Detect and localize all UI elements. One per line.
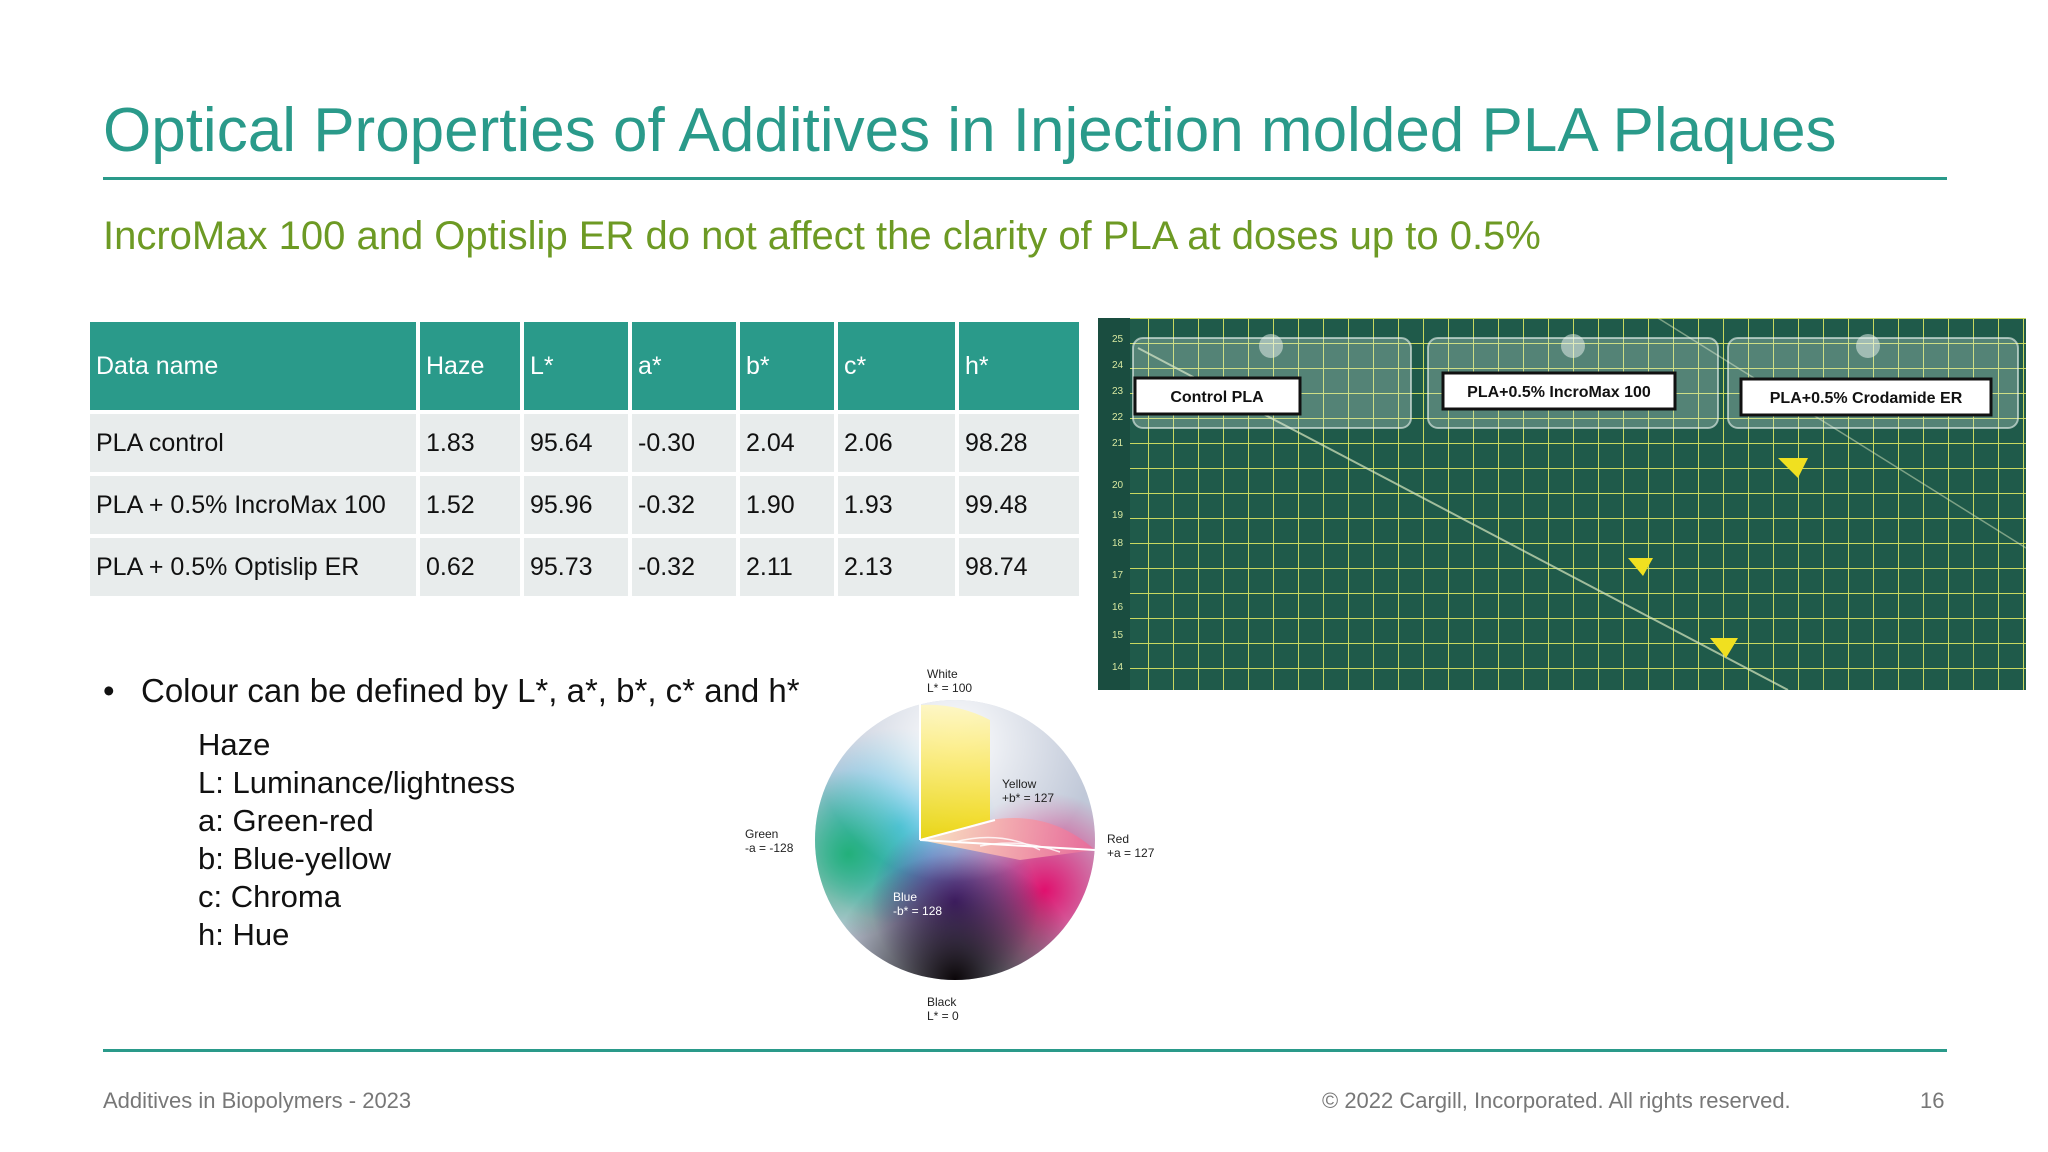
table-cell: PLA + 0.5% Optislip ER [90, 538, 416, 596]
footer-copyright: © 2022 Cargill, Incorporated. All rights… [1322, 1088, 1791, 1113]
table-cell: 0.62 [420, 538, 520, 596]
column-header: c* [838, 322, 955, 410]
ruler-number: 15 [1112, 630, 1124, 641]
green-value: -a = -128 [745, 841, 794, 855]
table-row: PLA control 1.83 95.64 -0.30 2.04 2.06 9… [90, 414, 1079, 472]
blue-value: -b* = 128 [893, 904, 942, 918]
plaque-tab [1561, 334, 1585, 358]
table-cell: -0.32 [632, 538, 736, 596]
footer-divider [103, 1049, 1947, 1052]
definition-item: c: Chroma [198, 879, 341, 914]
slide-title: Optical Properties of Additives in Injec… [103, 96, 1837, 165]
ruler-number: 16 [1112, 602, 1124, 613]
mat-diagonal [1657, 318, 2026, 549]
table-cell: 2.06 [838, 414, 955, 472]
table-cell: 1.93 [838, 476, 955, 534]
optical-properties-table: Data name Haze L* a* b* c* h* PLA contro… [86, 318, 1083, 600]
definition-list: Haze L: Luminance/lightness a: Green-red… [198, 726, 515, 954]
table-cell: 1.52 [420, 476, 520, 534]
table-cell: 95.73 [524, 538, 628, 596]
bullet-point: • Colour can be defined by L*, a*, b*, c*… [103, 672, 800, 710]
ruler-number: 24 [1112, 360, 1124, 371]
definition-item: Haze [198, 727, 271, 762]
ruler-number: 23 [1112, 386, 1124, 397]
plaque-label: PLA+0.5% Crodamide ER [1770, 390, 1963, 407]
label-card [1133, 376, 1302, 416]
table-cell: 2.13 [838, 538, 955, 596]
cielab-color-sphere: White L* = 100 Yellow +b* = 127 Green -a… [745, 667, 1155, 1023]
black-value: L* = 0 [927, 1009, 959, 1023]
table-cell: 95.64 [524, 414, 628, 472]
table-cell: 98.74 [959, 538, 1079, 596]
ruler-number: 18 [1112, 538, 1124, 549]
table-cell: -0.30 [632, 414, 736, 472]
label-card [1441, 371, 1677, 411]
slide-subtitle: IncroMax 100 and Optislip ER do not affe… [103, 214, 1541, 258]
column-header: b* [740, 322, 834, 410]
table-cell: 99.48 [959, 476, 1079, 534]
white-label: White [927, 667, 958, 681]
white-value: L* = 100 [927, 681, 972, 695]
table-cell: 1.83 [420, 414, 520, 472]
sphere-axes [919, 700, 1096, 851]
table-row: PLA + 0.5% IncroMax 100 1.52 95.96 -0.32… [90, 476, 1079, 534]
red-value: +a = 127 [1107, 846, 1155, 860]
yellow-value: +b* = 127 [1002, 791, 1054, 805]
table-cell: -0.32 [632, 476, 736, 534]
plaque-tab [1856, 334, 1880, 358]
ruler-number: 19 [1112, 510, 1124, 521]
ruler-number: 20 [1112, 480, 1124, 491]
blue-label: Blue [893, 890, 917, 904]
page-number: 16 [1920, 1088, 1945, 1113]
label-card [1739, 377, 1993, 417]
yellow-label: Yellow [1002, 777, 1037, 791]
plaque-label: PLA+0.5% IncroMax 100 [1467, 384, 1651, 401]
definition-item: L: Luminance/lightness [198, 765, 516, 800]
sphere-ring [979, 842, 1061, 853]
table-row: PLA + 0.5% Optislip ER 0.62 95.73 -0.32 … [90, 538, 1079, 596]
yellow-cutaway [920, 704, 990, 840]
table-cell: 98.28 [959, 414, 1079, 472]
green-label: Green [745, 827, 778, 841]
footer-presentation-name: Additives in Biopolymers - 2023 [103, 1088, 412, 1113]
table-header-row: Data name Haze L* a* b* c* h* [90, 322, 1079, 410]
ruler-number: 22 [1112, 412, 1124, 423]
ruler-number: 21 [1112, 438, 1124, 449]
table-cell: 2.11 [740, 538, 834, 596]
table-cell: PLA + 0.5% IncroMax 100 [90, 476, 416, 534]
column-header: Data name [90, 322, 416, 410]
sphere-ring [954, 836, 1041, 851]
mat-marker [1778, 458, 1808, 478]
black-label: Black [927, 995, 957, 1009]
table-cell: 95.96 [524, 476, 628, 534]
column-header: Haze [420, 322, 520, 410]
column-header: a* [632, 322, 736, 410]
mat-marker [1628, 558, 1653, 576]
red-label: Red [1107, 832, 1129, 846]
definition-item: a: Green-red [198, 803, 374, 838]
ruler-number: 17 [1112, 570, 1124, 581]
ruler-strip [1098, 318, 1130, 690]
plaque-label: Control PLA [1170, 389, 1264, 406]
definition-item: b: Blue-yellow [198, 841, 391, 876]
ruler-number: 25 [1112, 334, 1124, 345]
mat-marker [1710, 638, 1738, 658]
ruler-number: 14 [1112, 662, 1124, 673]
bullet-marker: • [103, 672, 115, 709]
table-cell: PLA control [90, 414, 416, 472]
column-header: L* [524, 322, 628, 410]
table-cell: 2.04 [740, 414, 834, 472]
title-divider [103, 177, 1947, 180]
table-cell: 1.90 [740, 476, 834, 534]
plaque-tab [1259, 334, 1283, 358]
column-header: h* [959, 322, 1079, 410]
definition-item: h: Hue [198, 917, 290, 952]
pla-plaques-photo: 25 24 23 22 21 20 19 18 17 16 15 14 Cont… [1098, 318, 2026, 690]
bullet-text: Colour can be defined by L*, a*, b*, c* … [141, 672, 800, 709]
